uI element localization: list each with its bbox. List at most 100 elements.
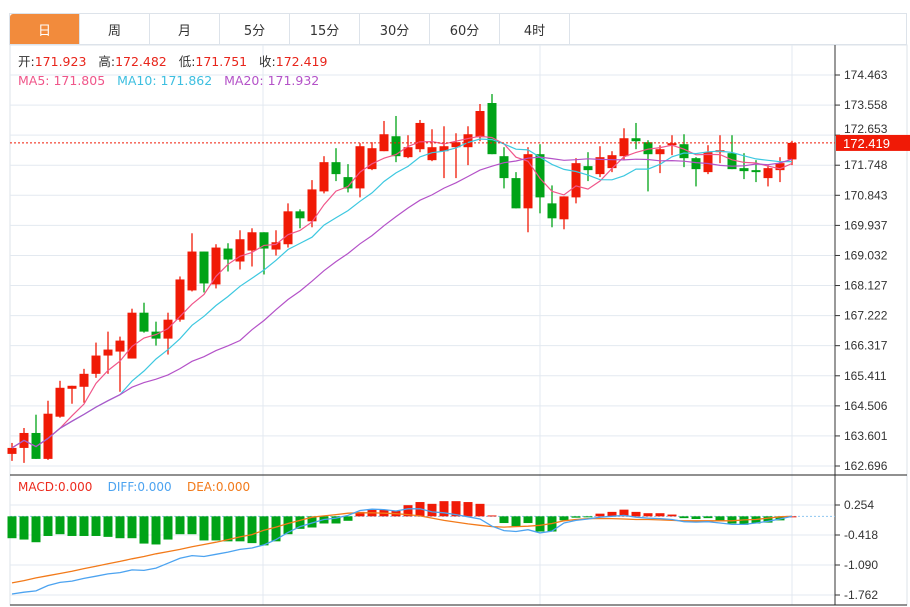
y-tick-label: 168.127 — [844, 279, 888, 293]
candle-up — [655, 149, 665, 155]
macd-y-tick-label: -1.762 — [844, 588, 878, 602]
macd-bar-negative — [175, 516, 185, 535]
tab-week[interactable]: 周 — [80, 14, 150, 44]
macd-bar-negative — [7, 516, 17, 539]
macd-bar-negative — [55, 516, 65, 535]
macd-y-tick-label: -0.418 — [844, 528, 878, 542]
macd-bar-negative — [271, 516, 281, 542]
ma10-line — [11, 138, 793, 449]
macd-bar-negative — [571, 516, 581, 518]
candle-up — [703, 152, 713, 173]
macd-bar-negative — [295, 516, 305, 529]
macd-bar-negative — [739, 516, 749, 525]
ma-readout: MA5: 171.805 MA10: 171.862 MA20: 171.932 — [18, 73, 319, 88]
macd-bar-negative — [31, 516, 41, 543]
y-tick-label: 169.032 — [844, 248, 888, 262]
macd-bar-positive — [475, 503, 485, 517]
open-value: 171.923 — [34, 54, 87, 69]
macd-bar-negative — [151, 516, 161, 545]
ma20-value: MA20: 171.932 — [224, 73, 320, 88]
y-tick-label: 163.601 — [844, 429, 888, 443]
candle-up — [523, 154, 533, 209]
ma10-value: MA10: 171.862 — [117, 73, 213, 88]
ohlc-readout: 开:171.923 高:172.482 低:171.751 收:172.419 — [18, 54, 327, 69]
candle-up — [235, 239, 245, 262]
macd-y-tick-label: -1.090 — [844, 558, 878, 572]
y-tick-label: 162.696 — [844, 459, 888, 473]
candle-up — [415, 122, 425, 150]
macd-bar-positive — [427, 503, 437, 517]
macd-bar-negative — [727, 516, 737, 524]
candle-up — [571, 163, 581, 198]
candle-down — [583, 166, 593, 171]
macd-bar-positive — [403, 505, 413, 517]
candle-down — [631, 138, 641, 142]
macd-bar-negative — [187, 516, 197, 535]
macd-bar-positive — [619, 509, 629, 517]
candle-up — [91, 355, 101, 374]
last-price-label: 172.419 — [843, 136, 890, 151]
candle-up — [319, 162, 329, 192]
candle-up — [103, 349, 113, 356]
macd-bar-positive — [487, 515, 497, 517]
candle-down — [511, 178, 521, 209]
tab-day[interactable]: 日 — [10, 14, 80, 44]
macd-bar-negative — [67, 516, 77, 536]
tab-5min[interactable]: 5分 — [220, 14, 290, 44]
macd-readout: MACD:0.000 DIFF:0.000 DEA:0.000 — [18, 480, 250, 495]
candle-down — [139, 312, 149, 332]
candle-up — [403, 147, 413, 158]
candle-down — [391, 136, 401, 157]
candle-down — [259, 232, 269, 249]
close-label: 收: — [259, 54, 276, 69]
candle-up — [79, 373, 89, 387]
tab-4hour[interactable]: 4时 — [500, 14, 570, 44]
macd-bar-negative — [223, 516, 233, 542]
macd-bar-negative — [511, 516, 521, 527]
tab-30min[interactable]: 30分 — [360, 14, 430, 44]
y-tick-label: 170.843 — [844, 188, 888, 202]
macd-bar-negative — [103, 516, 113, 537]
candle-up — [451, 142, 461, 148]
y-tick-label: 171.748 — [844, 158, 888, 172]
macd-bar-negative — [163, 516, 173, 540]
macd-bar-positive — [667, 514, 677, 517]
candle-up — [283, 211, 293, 245]
macd-y-tick-label: 0.254 — [844, 498, 874, 512]
y-tick-label: 165.411 — [844, 369, 887, 383]
tab-month[interactable]: 月 — [150, 14, 220, 44]
tab-15min[interactable]: 15分 — [290, 14, 360, 44]
macd-bar-negative — [235, 516, 245, 542]
candle-down — [739, 168, 749, 172]
macd-bar-negative — [343, 516, 353, 521]
dea-value: DEA:0.000 — [186, 480, 251, 494]
macd-bar-negative — [523, 516, 533, 524]
candle-up — [607, 155, 617, 169]
candle-up — [7, 447, 17, 454]
macd-bar-positive — [631, 511, 641, 517]
macd-bar-negative — [283, 516, 293, 535]
macd-bar-negative — [331, 516, 341, 524]
macd-bar-negative — [691, 516, 701, 520]
candle-up — [43, 413, 53, 459]
candle-up — [271, 242, 281, 250]
candle-up — [307, 189, 317, 222]
macd-bar-positive — [655, 513, 665, 517]
candle-down — [223, 248, 233, 260]
candle-up — [787, 142, 797, 160]
candle-down — [343, 177, 353, 189]
candle-down — [295, 211, 305, 219]
macd-value: MACD:0.000 — [18, 480, 93, 494]
macd-bar-positive — [607, 511, 617, 517]
candle-up — [559, 196, 569, 220]
tab-60min[interactable]: 60分 — [430, 14, 500, 44]
macd-bar-positive — [643, 513, 653, 517]
candle-up — [247, 232, 257, 251]
macd-bar-positive — [463, 502, 473, 517]
macd-bar-negative — [559, 516, 569, 521]
candle-up — [355, 146, 365, 189]
candle-up — [115, 340, 125, 352]
candle-up — [55, 387, 65, 417]
candle-up — [595, 157, 605, 175]
